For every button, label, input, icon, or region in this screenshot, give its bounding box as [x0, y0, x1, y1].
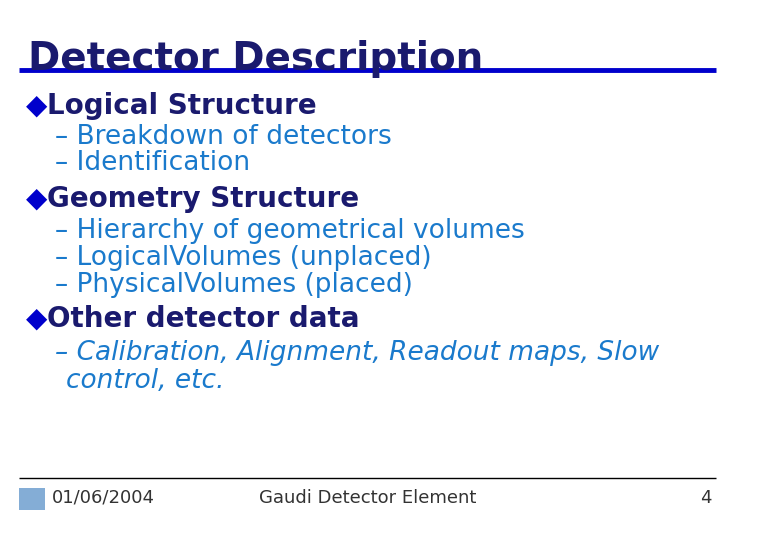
Text: – Hierarchy of geometrical volumes: – Hierarchy of geometrical volumes	[55, 218, 524, 244]
Text: – Breakdown of detectors: – Breakdown of detectors	[55, 124, 392, 150]
Text: Logical Structure: Logical Structure	[47, 92, 317, 120]
Text: Other detector data: Other detector data	[47, 305, 360, 333]
FancyBboxPatch shape	[19, 488, 45, 510]
Text: – Calibration, Alignment, Readout maps, Slow: – Calibration, Alignment, Readout maps, …	[55, 340, 659, 366]
Text: 01/06/2004: 01/06/2004	[51, 489, 155, 507]
Text: control, etc.: control, etc.	[66, 368, 225, 394]
Text: – LogicalVolumes (unplaced): – LogicalVolumes (unplaced)	[55, 245, 431, 271]
Text: ◆: ◆	[27, 185, 48, 213]
Text: – PhysicalVolumes (placed): – PhysicalVolumes (placed)	[55, 272, 413, 298]
Text: Detector Description: Detector Description	[28, 40, 484, 78]
Text: 4: 4	[700, 489, 711, 507]
Text: ◆: ◆	[27, 92, 48, 120]
Text: ◆: ◆	[27, 305, 48, 333]
Text: Gaudi Detector Element: Gaudi Detector Element	[259, 489, 477, 507]
Text: Geometry Structure: Geometry Structure	[47, 185, 360, 213]
Text: – Identification: – Identification	[55, 150, 250, 176]
